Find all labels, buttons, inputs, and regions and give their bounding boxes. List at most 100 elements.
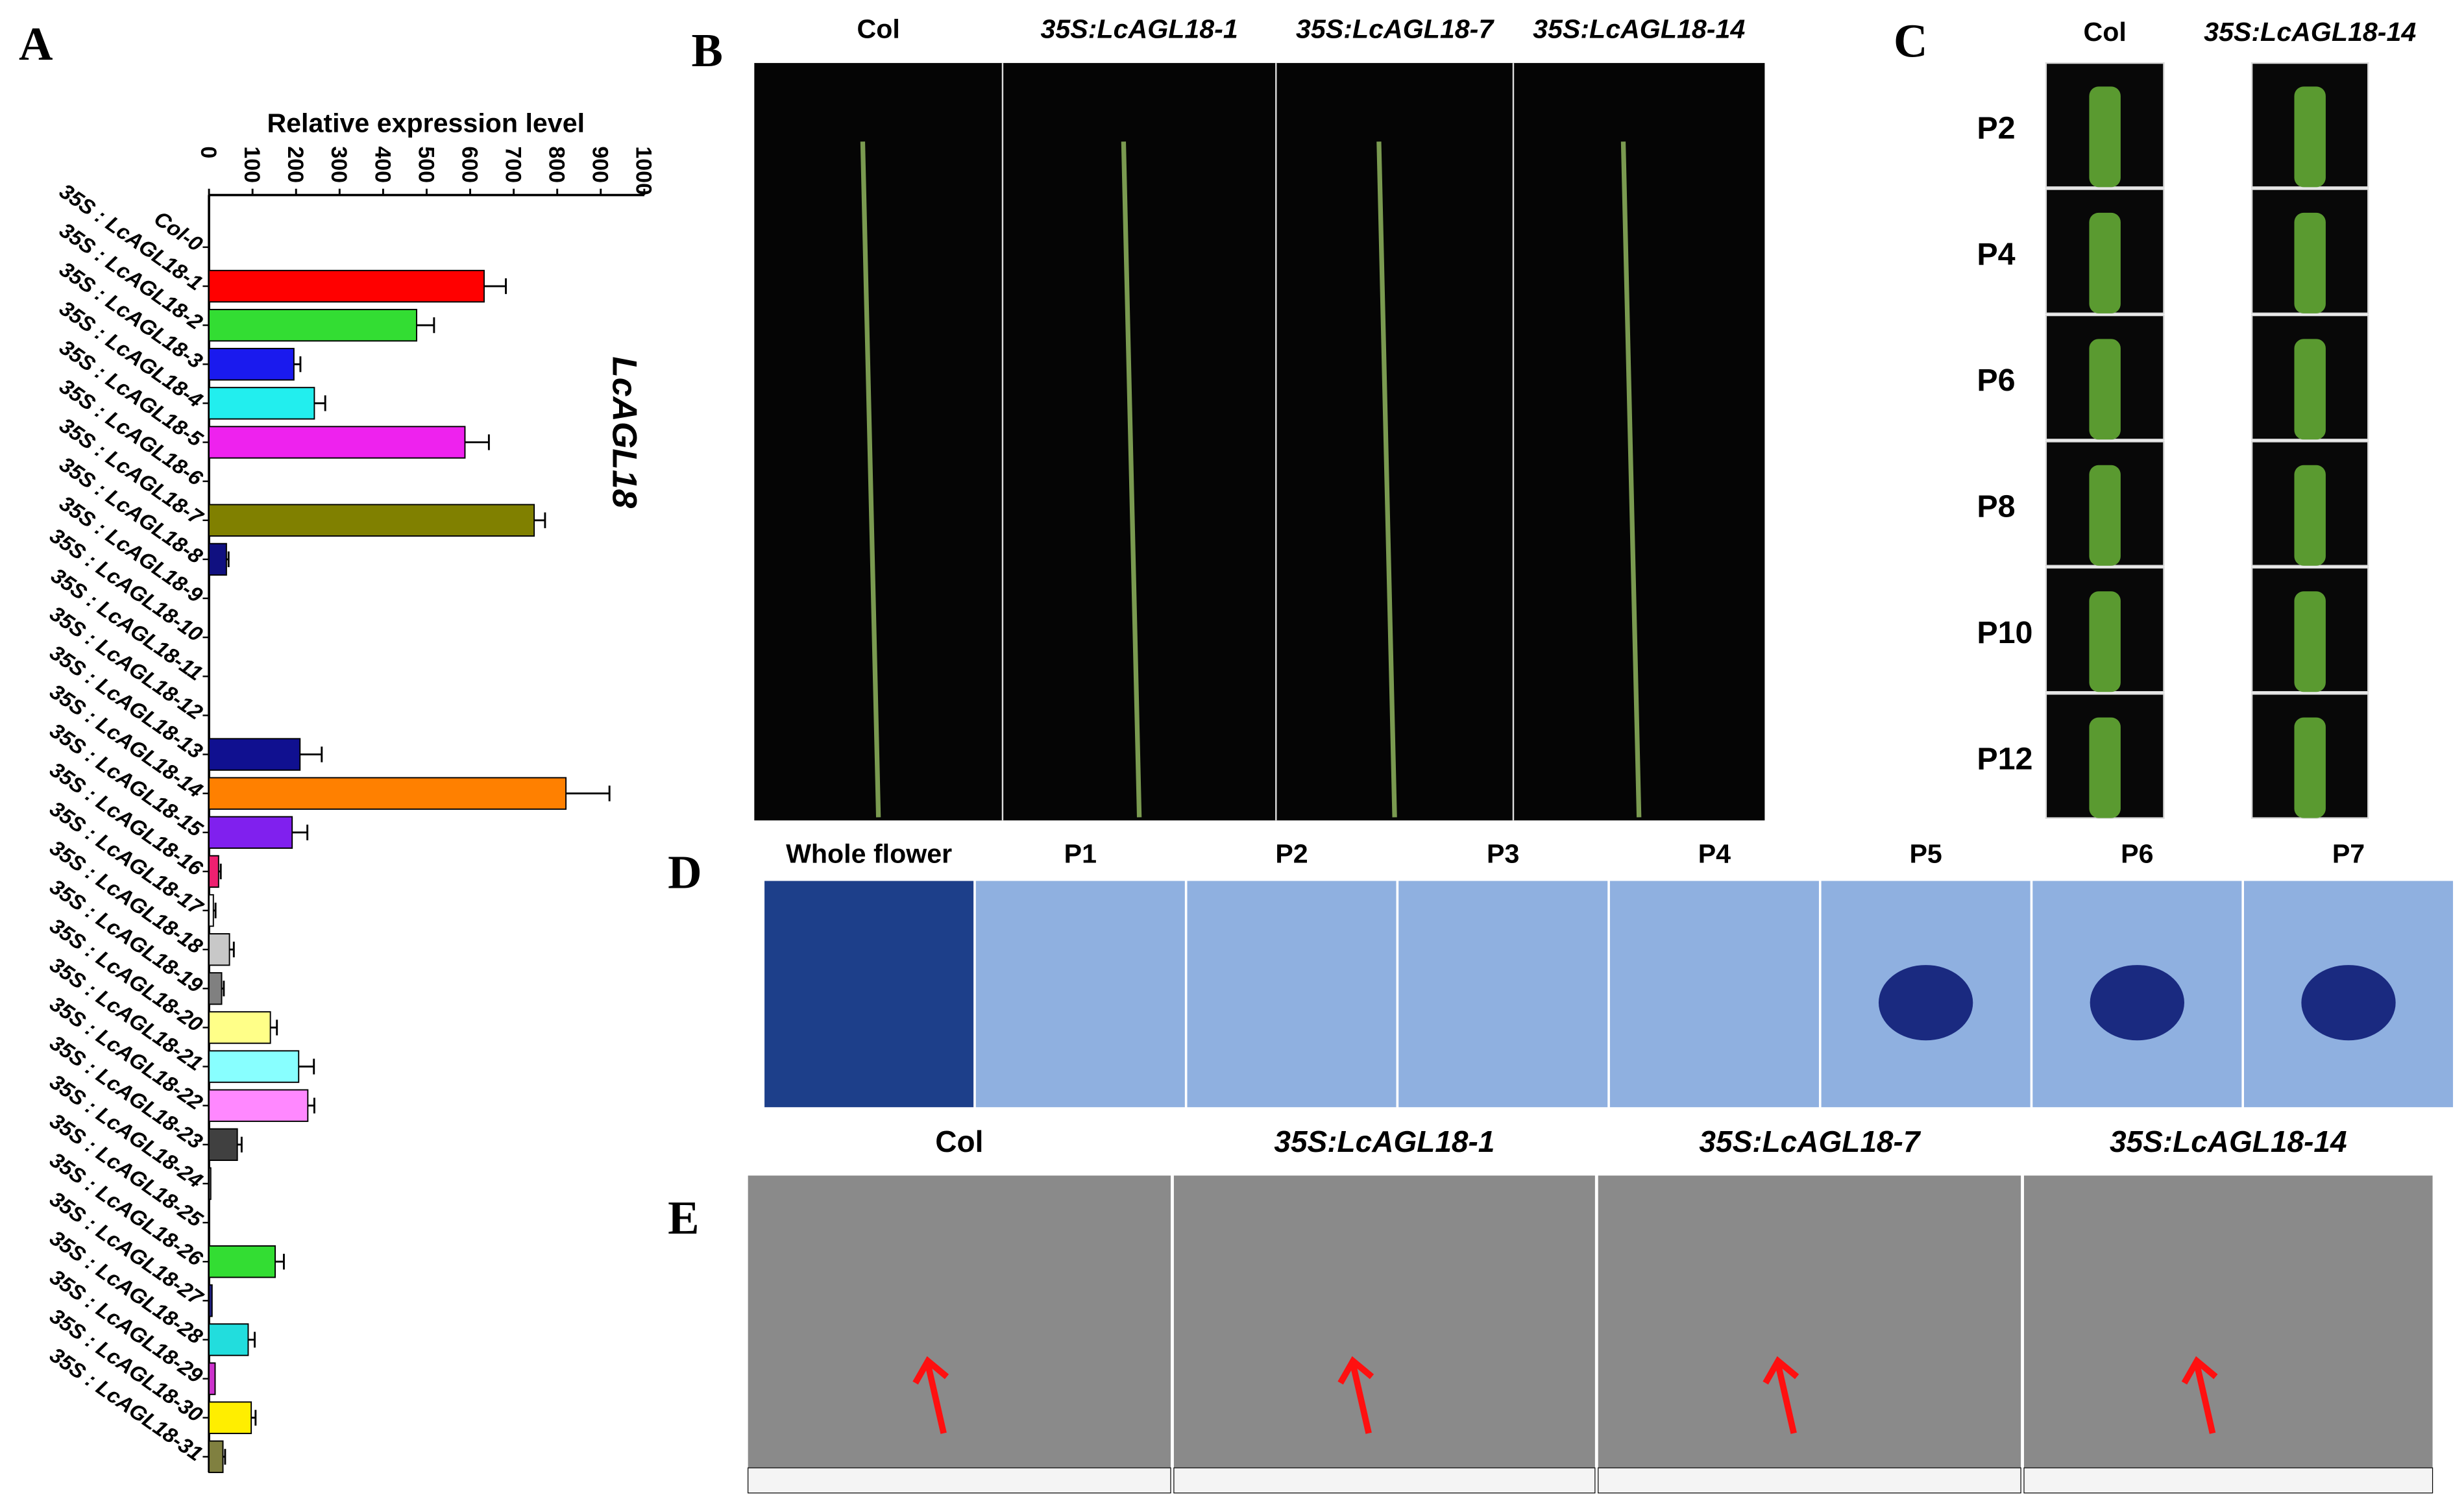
bar	[208, 1167, 212, 1201]
flower	[2089, 339, 2121, 440]
bar	[208, 855, 219, 888]
info-bar	[1173, 1467, 1596, 1494]
bar	[208, 543, 227, 576]
arrow	[2181, 1356, 2218, 1434]
bar	[208, 1050, 300, 1083]
column-label: P6	[2121, 839, 2153, 869]
flower	[2294, 717, 2326, 818]
x-tick-label: 300	[326, 146, 351, 183]
bar	[208, 269, 485, 303]
error-bar	[483, 278, 507, 295]
column-label: 35S:LcAGL18-7	[1296, 14, 1494, 43]
x-tick-label: 700	[500, 146, 525, 183]
flower	[2294, 339, 2326, 440]
bar	[208, 738, 301, 771]
flower	[2294, 212, 2326, 313]
flower	[2089, 717, 2121, 818]
row-label: P10	[1977, 615, 2032, 650]
column-label: 35S:LcAGL18-1	[1041, 14, 1238, 43]
bar	[208, 777, 567, 810]
flower	[2089, 465, 2121, 566]
error-bar	[213, 902, 217, 919]
x-tick-label: 1000	[631, 146, 656, 195]
sem-image	[748, 1175, 1171, 1493]
error-bar	[275, 1254, 285, 1270]
photo	[2045, 693, 2165, 819]
row-label: P6	[1977, 363, 2015, 398]
bar	[208, 933, 230, 966]
column-label: P1	[1064, 839, 1097, 869]
column-label: 35S:LcAGL18-14	[2110, 1125, 2347, 1158]
x-tick-label: 800	[544, 146, 569, 183]
row-label: P2	[1977, 110, 2015, 145]
bar	[208, 1128, 238, 1162]
bar	[208, 504, 535, 537]
micrograph	[974, 879, 1187, 1109]
plant	[1121, 141, 1142, 818]
error-bar	[417, 317, 435, 334]
error-bar	[534, 512, 546, 528]
column-label: P4	[1698, 839, 1731, 869]
column-label: Col	[2084, 17, 2127, 47]
x-tick-label: 400	[370, 146, 395, 183]
column-label: P7	[2332, 839, 2365, 869]
x-tick-label: 900	[588, 146, 613, 183]
arrow	[1763, 1356, 1799, 1434]
bar	[208, 348, 295, 381]
panel-letter: C	[1894, 14, 1927, 67]
stain	[2301, 965, 2396, 1041]
error-bar	[221, 981, 225, 997]
column-label: P5	[1909, 839, 1942, 869]
x-tick-label: 600	[457, 146, 482, 183]
plant	[1376, 141, 1397, 818]
plant	[860, 141, 881, 818]
stain	[1878, 965, 1973, 1041]
error-bar	[248, 1332, 256, 1348]
bar	[208, 387, 315, 420]
error-bar	[229, 942, 235, 958]
bar	[208, 1284, 213, 1317]
sem-image	[1598, 1175, 2021, 1493]
info-bar	[1598, 1467, 2021, 1494]
x-tick-label: 500	[413, 146, 438, 183]
arrow	[912, 1356, 949, 1434]
bar	[208, 1323, 249, 1356]
x-axis-title: Relative expression level	[267, 108, 585, 138]
micrograph	[1186, 879, 1398, 1109]
error-bar	[465, 434, 490, 450]
column-label: 35S:LcAGL18-14	[2204, 17, 2416, 47]
info-bar	[2023, 1467, 2434, 1494]
error-bar	[292, 824, 309, 840]
error-bar	[226, 551, 230, 568]
error-bar	[251, 1409, 257, 1426]
panel-letter: A	[19, 18, 53, 70]
arrow	[1337, 1356, 1374, 1434]
flower	[2089, 86, 2121, 188]
micrograph	[1608, 879, 1821, 1109]
error-bar	[218, 863, 222, 880]
error-bar	[314, 395, 326, 411]
sem-image	[2023, 1175, 2433, 1493]
error-bar	[223, 1448, 226, 1465]
flower	[2294, 86, 2326, 188]
row-label: P12	[1977, 742, 2032, 777]
bar	[208, 1089, 309, 1122]
info-bar	[748, 1467, 1171, 1494]
column-label: P2	[1275, 839, 1308, 869]
column-label: Whole flower	[786, 839, 952, 869]
column-label: Col	[935, 1125, 983, 1158]
bar	[208, 1011, 271, 1044]
error-bar	[566, 785, 611, 801]
error-bar	[308, 1097, 315, 1114]
row-label: P4	[1977, 237, 2015, 272]
x-tick-label: 200	[283, 146, 308, 183]
plant	[1620, 141, 1642, 818]
bar	[208, 426, 466, 459]
error-bar	[237, 1136, 243, 1152]
micrograph	[1397, 879, 1609, 1109]
bar	[208, 972, 223, 1005]
bar	[208, 1401, 252, 1434]
bar	[208, 308, 417, 342]
